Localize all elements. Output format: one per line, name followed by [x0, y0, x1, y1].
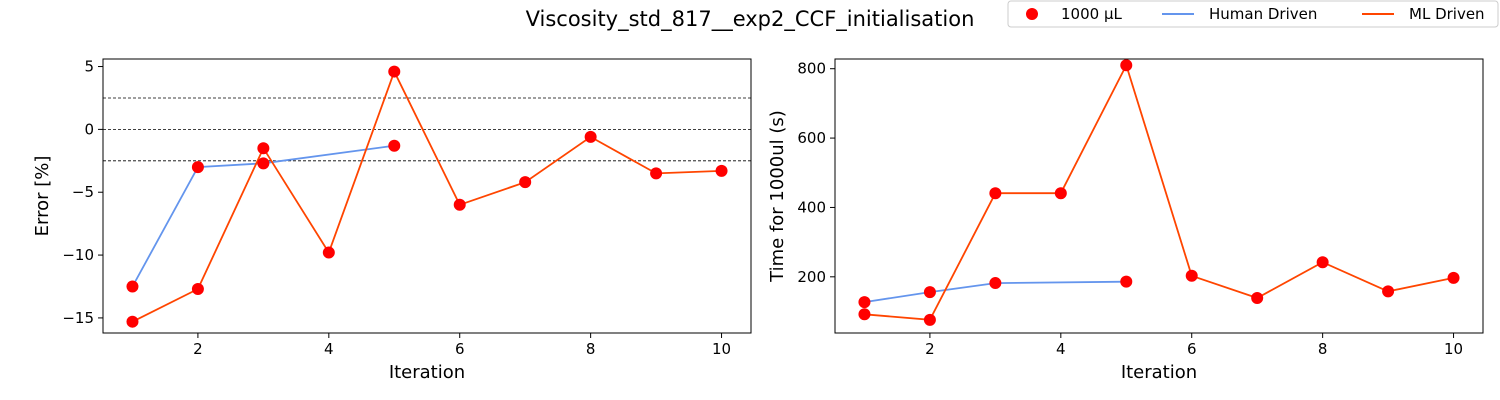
figure-title: Viscosity_std_817__exp2_CCF_initialisati…: [526, 7, 975, 32]
x-tick-label: 4: [324, 340, 334, 358]
x-axis-label: Iteration: [389, 362, 465, 383]
data-point: [650, 167, 663, 180]
axes-frame: [834, 58, 1484, 334]
ml-driven-line: [132, 69, 722, 323]
ml-driven-line: [864, 62, 1454, 321]
data-point: [1120, 59, 1133, 72]
x-tick-label: 8: [1318, 340, 1328, 358]
axes-frame: [102, 58, 752, 334]
data-point: [989, 277, 1002, 290]
error-panel: 2 4 6 8 10 −15 −10 −5 0 5 Iteration Error [%]: [32, 58, 752, 383]
data-point: [519, 176, 532, 189]
y-tick-label: 200: [797, 268, 826, 286]
x-tick-label: 10: [1444, 340, 1463, 358]
data-point: [1120, 275, 1133, 288]
y-tick-label: −10: [62, 246, 94, 264]
x-tick-label: 2: [925, 340, 935, 358]
data-point: [322, 246, 335, 259]
y-tick-label: −15: [62, 309, 94, 327]
data-point: [388, 65, 401, 78]
y-tick-label: 400: [797, 198, 826, 216]
x-axis-label: Iteration: [1121, 362, 1197, 383]
x-tick-label: 4: [1056, 340, 1066, 358]
data-point: [453, 198, 466, 211]
data-point: [858, 296, 871, 309]
data-point: [923, 313, 936, 326]
data-point: [191, 283, 204, 296]
data-point: [191, 161, 204, 174]
legend: 1000 µL Human Driven ML Driven: [1007, 0, 1499, 28]
data-point: [715, 164, 728, 177]
data-point: [1185, 269, 1198, 282]
data-point: [923, 286, 936, 299]
legend-label-marker: 1000 µL: [1061, 5, 1122, 23]
y-tick-label: 5: [84, 58, 94, 76]
legend-marker-swatch: [1026, 8, 1038, 20]
x-tick-label: 8: [586, 340, 596, 358]
data-point: [1447, 271, 1460, 284]
y-tick-label: −5: [72, 183, 94, 201]
data-point: [1054, 187, 1067, 200]
y-axis-label: Error [%]: [32, 156, 53, 237]
data-point: [257, 157, 270, 170]
y-tick-label: 0: [84, 120, 94, 138]
data-point: [126, 315, 139, 328]
x-tick-label: 10: [712, 340, 731, 358]
data-point: [126, 280, 139, 293]
time-panel: 2 4 6 8 10 200 400 600 800 Iteration Time for 1000…: [767, 58, 1484, 383]
legend-label-human: Human Driven: [1209, 5, 1317, 23]
data-point: [1251, 291, 1264, 304]
data-point: [989, 187, 1002, 200]
legend-frame: [1007, 0, 1499, 28]
y-tick-label: 800: [797, 60, 826, 78]
x-tick-label: 6: [455, 340, 465, 358]
data-point: [584, 130, 597, 143]
data-point: [388, 139, 401, 152]
legend-label-ml: ML Driven: [1409, 5, 1485, 23]
human-driven-line: [864, 280, 1127, 303]
data-point: [1316, 256, 1329, 269]
x-tick-label: 2: [193, 340, 203, 358]
data-point: [257, 142, 270, 155]
y-axis-label: Time for 1000ul (s): [767, 110, 788, 283]
data-point: [858, 308, 871, 321]
x-tick-label: 6: [1187, 340, 1197, 358]
data-point: [1382, 285, 1395, 298]
y-tick-label: 600: [797, 129, 826, 147]
human-driven-line: [131, 144, 395, 287]
